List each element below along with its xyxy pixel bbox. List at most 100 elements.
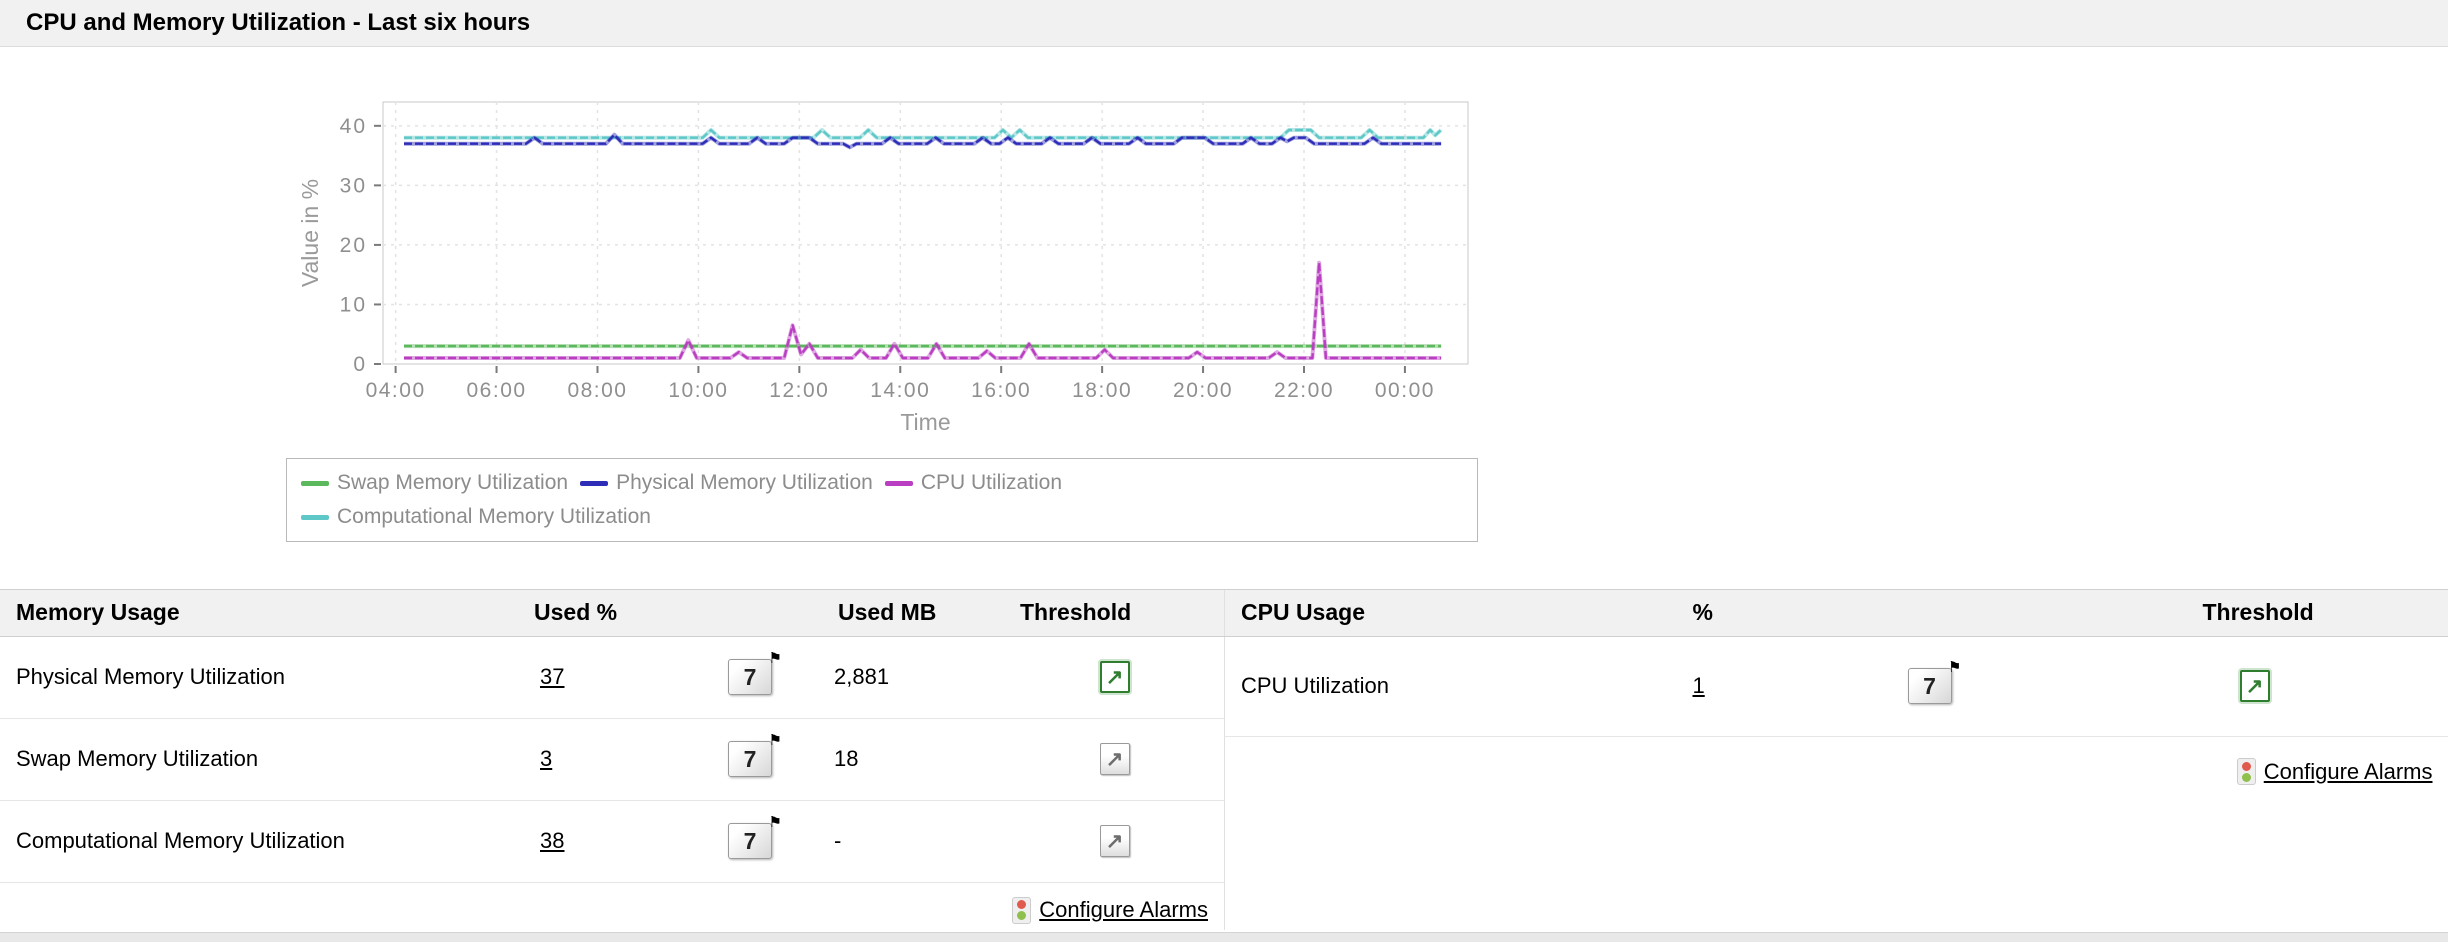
configure-alarms-link[interactable]: Configure Alarms [1039, 897, 1208, 923]
used-pct-link[interactable]: 3 [540, 746, 553, 771]
seven-day-report-button[interactable]: 7 ⚑ [728, 650, 782, 695]
legend-row: Computational Memory Utilization [301, 505, 1463, 529]
seven-day-report-button[interactable]: 7 ⚑ [728, 732, 782, 777]
x-tick-label: 14:00 [870, 379, 930, 402]
series-line [404, 128, 1442, 139]
alarm-traffic-light-icon [2236, 758, 2256, 786]
header-memory-usage: Memory Usage [16, 599, 180, 626]
x-tick-label: 18:00 [1072, 379, 1132, 402]
used-mb-value: - [834, 828, 842, 853]
flag-icon: ⚑ [768, 650, 782, 667]
metrics-tables: Memory Usage Used % Used MB Threshold Ph… [0, 589, 2448, 930]
seven-label: 7 [743, 663, 757, 690]
x-tick-label: 20:00 [1173, 379, 1233, 402]
green-dot [1017, 911, 1027, 921]
configure-alarms[interactable]: Configure Alarms [2236, 758, 2433, 786]
red-dot [2241, 761, 2251, 771]
seven-label: 7 [743, 827, 757, 854]
used-pct-link[interactable]: 38 [540, 828, 565, 853]
seven-label: 7 [1923, 672, 1936, 699]
header-threshold: Threshold [2202, 599, 2314, 626]
cpu-usage-table: CPU Usage % Threshold CPU Utilization 1 … [1224, 590, 2448, 930]
y-tick-label: 10 [340, 293, 367, 316]
legend-row: Swap Memory Utilization Physical Memory U… [301, 471, 1463, 495]
metric-label: CPU Utilization [1241, 673, 1389, 699]
cpu-table-header-row: CPU Usage % Threshold [1224, 590, 2448, 636]
y-tick-label: 0 [353, 353, 367, 376]
x-tick-label: 22:00 [1274, 379, 1334, 402]
threshold-status-icon[interactable]: ↗ [1099, 825, 1130, 857]
legend-swatch [884, 480, 913, 486]
page-title: CPU and Memory Utilization - Last six ho… [26, 9, 531, 36]
x-tick-label: 16:00 [971, 379, 1031, 402]
seven-day-report-button[interactable]: 7 ⚑ [1907, 659, 1962, 705]
chart-area: 04:00 06:00 08:00 10:00 12:00 14:00 16:00 18:00… [0, 47, 2448, 589]
x-tick-label: 04:00 [366, 379, 426, 402]
used-mb-value: 18 [834, 746, 859, 771]
y-axis-title: Value in % [297, 179, 323, 287]
metric-label: Swap Memory Utilization [16, 746, 259, 771]
x-tick-label: 06:00 [467, 379, 527, 402]
used-pct-link[interactable]: 1 [1692, 673, 1705, 699]
x-axis-title: Time [900, 409, 950, 435]
header-used-pct: Used % [534, 599, 618, 626]
threshold-status-icon[interactable]: ↗ [1099, 743, 1130, 775]
x-tick-label: 00:00 [1375, 379, 1435, 402]
series-line [404, 261, 1442, 360]
utilization-line-chart: 04:00 06:00 08:00 10:00 12:00 14:00 16:00 18:00… [297, 101, 1469, 435]
header-threshold: Threshold [1020, 599, 1132, 626]
seven-label: 7 [743, 745, 757, 772]
table-row-computational-memory: Computational Memory Utilization 38 7 ⚑ … [0, 800, 1224, 882]
legend-swatch [301, 514, 329, 520]
panel-title-bar: CPU and Memory Utilization - Last six ho… [0, 0, 2448, 47]
configure-alarms[interactable]: Configure Alarms [1012, 896, 1208, 924]
threshold-status-icon[interactable]: ↗ [2239, 670, 2270, 703]
legend-item: Physical Memory Utilization [580, 471, 873, 495]
legend-item-label: Physical Memory Utilization [616, 471, 873, 494]
table-row-swap-memory: Swap Memory Utilization 3 7 ⚑ 18 ↗ [0, 718, 1224, 800]
x-tick-label: 12:00 [769, 379, 829, 402]
chart-legend: Swap Memory Utilization Physical Memory U… [286, 458, 1478, 542]
legend-item-label: Computational Memory Utilization [337, 505, 651, 528]
threshold-status-icon[interactable]: ↗ [1099, 661, 1130, 693]
seven-day-report-button[interactable]: 7 ⚑ [728, 814, 782, 859]
flag-icon: ⚑ [768, 732, 782, 749]
legend-item-label: CPU Utilization [920, 471, 1063, 494]
green-dot [2241, 772, 2251, 782]
y-tick-label: 20 [340, 234, 367, 257]
table-row-physical-memory: Physical Memory Utilization 37 7 ⚑ 2,881… [0, 636, 1224, 718]
metric-label: Physical Memory Utilization [16, 664, 285, 689]
page-background-strip [0, 932, 2448, 942]
y-tick-label: 40 [340, 115, 367, 138]
series-line [404, 133, 1442, 149]
configure-alarms-link[interactable]: Configure Alarms [2263, 758, 2433, 784]
legend-item: CPU Utilization [884, 471, 1063, 495]
cpu-configure-alarms-row: Configure Alarms [1224, 736, 2448, 800]
metric-label: Computational Memory Utilization [16, 828, 345, 853]
memory-usage-table: Memory Usage Used % Used MB Threshold Ph… [0, 590, 1224, 930]
memory-configure-alarms-row: Configure Alarms [0, 882, 1224, 930]
flag-icon: ⚑ [768, 814, 782, 831]
header-used-mb: Used MB [838, 599, 937, 626]
legend-swatch [580, 480, 609, 486]
legend-swatch [301, 480, 329, 486]
x-tick-label: 10:00 [668, 379, 728, 402]
filler-row [1225, 799, 2448, 930]
used-mb-value: 2,881 [834, 664, 890, 689]
red-dot [1017, 899, 1027, 909]
memory-table-header-row: Memory Usage Used % Used MB Threshold [0, 590, 1224, 636]
legend-item-label: Swap Memory Utilization [337, 471, 569, 494]
header-cpu-usage: CPU Usage [1241, 599, 1365, 626]
x-tick-label: 08:00 [567, 379, 627, 402]
used-pct-link[interactable]: 37 [540, 664, 565, 689]
legend-item: Swap Memory Utilization [301, 471, 568, 495]
header-empty [690, 590, 810, 636]
header-pct: % [1692, 599, 1713, 626]
header-empty [1845, 590, 2015, 636]
plot-border [382, 101, 1469, 365]
alarm-traffic-light-icon [1012, 896, 1032, 924]
flag-icon: ⚑ [1948, 659, 1962, 677]
table-row-cpu-utilization: CPU Utilization 1 7 ⚑ ↗ [1224, 636, 2448, 737]
y-tick-label: 30 [340, 174, 367, 197]
